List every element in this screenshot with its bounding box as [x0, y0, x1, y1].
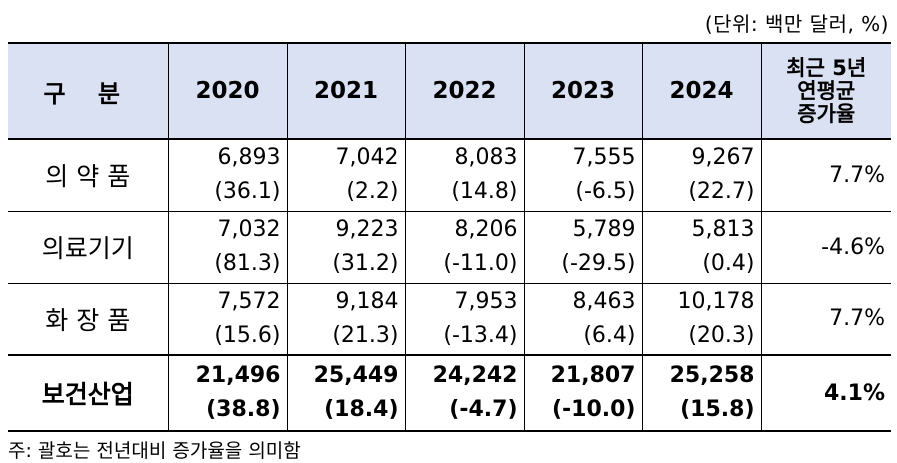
cell-2024: 25,258 (15.8) — [642, 354, 762, 432]
header-year-2022: 2022 — [405, 42, 525, 140]
cell-2021: 7,042 (2.2) — [287, 139, 406, 212]
cell-2023: 7,555 (-6.5) — [524, 139, 643, 212]
row-name: 의 약 품 — [8, 139, 169, 212]
footnote: 주: 괄호는 전년대비 증가율을 의미함 — [8, 440, 301, 462]
table-row-pharma: 의 약 품 6,893 (36.1) 7,042 (2.2) 8,083 (14.8)… — [8, 139, 891, 212]
header-year-2024: 2024 — [642, 42, 762, 140]
header-cagr-line3: 증가율 — [797, 101, 856, 126]
cell-cagr: 7.7% — [761, 283, 891, 356]
cell-cagr: 4.1% — [761, 354, 891, 432]
header-year-2020: 2020 — [168, 42, 288, 140]
table-row-total: 보건산업 21,496 (38.8) 25,449 (18.4) 24,242 (-4… — [8, 354, 891, 432]
cell-2022: 8,206 (-11.0) — [405, 211, 525, 284]
header-year-2023: 2023 — [524, 42, 643, 140]
header-category: 구 분 — [8, 42, 169, 140]
table-row-cosmetics: 화 장 품 7,572 (15.6) 9,184 (21.3) 7,953 (-13.… — [8, 283, 891, 356]
cell-2023: 8,463 (6.4) — [524, 283, 643, 356]
cell-cagr: -4.6% — [761, 211, 891, 284]
cell-2022: 7,953 (-13.4) — [405, 283, 525, 356]
cell-2024: 9,267 (22.7) — [642, 139, 762, 212]
header-row: 구 분 2020 2021 2022 2023 2024 최근 5년 연평균 증… — [8, 42, 891, 140]
cell-2024: 10,178 (20.3) — [642, 283, 762, 356]
cell-2023: 5,789 (-29.5) — [524, 211, 643, 284]
unit-label: (단위: 백만 달러, %) — [704, 12, 889, 36]
header-cagr-line1: 최근 5년 — [786, 55, 867, 80]
cell-2020: 6,893 (36.1) — [168, 139, 288, 212]
cell-2021: 9,223 (31.2) — [287, 211, 406, 284]
cell-2020: 7,572 (15.6) — [168, 283, 288, 356]
cell-2021: 9,184 (21.3) — [287, 283, 406, 356]
cell-2020: 21,496 (38.8) — [168, 354, 288, 432]
row-name: 보건산업 — [8, 354, 169, 432]
health-industry-export-table: 구 분 2020 2021 2022 2023 2024 최근 5년 연평균 증… — [8, 42, 891, 432]
header-cagr-line2: 연평균 — [797, 78, 856, 103]
cell-cagr: 7.7% — [761, 139, 891, 212]
row-name: 의료기기 — [8, 211, 169, 284]
table-row-medical-devices: 의료기기 7,032 (81.3) 9,223 (31.2) 8,206 (-11.0… — [8, 211, 891, 284]
cell-2024: 5,813 (0.4) — [642, 211, 762, 284]
cell-2020: 7,032 (81.3) — [168, 211, 288, 284]
cell-2023: 21,807 (-10.0) — [524, 354, 643, 432]
header-cagr: 최근 5년 연평균 증가율 — [761, 42, 891, 140]
header-year-2021: 2021 — [287, 42, 406, 140]
cell-2021: 25,449 (18.4) — [287, 354, 406, 432]
cell-2022: 8,083 (14.8) — [405, 139, 525, 212]
row-name: 화 장 품 — [8, 283, 169, 356]
cell-2022: 24,242 (-4.7) — [405, 354, 525, 432]
